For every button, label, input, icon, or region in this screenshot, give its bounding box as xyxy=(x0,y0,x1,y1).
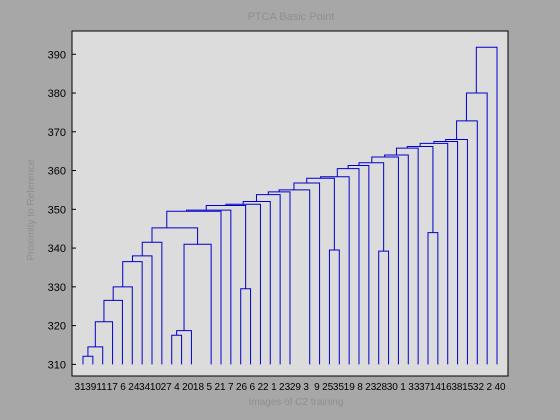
leaf-label: 35 xyxy=(333,382,345,393)
dendrogram-link xyxy=(475,46,498,365)
dendrogram-link xyxy=(456,120,478,365)
leaf-label: 4 xyxy=(174,382,180,393)
y-tick-label: 390 xyxy=(48,49,66,61)
leaf-labels: 31 39 11 17 6 24 34 10 27 4 20 18 5 21 7 26 6 22 1 23 29 3 9 25… xyxy=(74,382,506,393)
dendrogram-link xyxy=(378,250,390,365)
leaf-label: 26 xyxy=(236,382,248,393)
leaf-label: 31 xyxy=(74,382,86,393)
leaf-label: 16 xyxy=(441,382,453,393)
leaf-label: 3 xyxy=(303,382,309,393)
leaf-label: 9 xyxy=(314,382,320,393)
leaf-label: 21 xyxy=(214,382,226,393)
dendrogram-links xyxy=(82,46,498,365)
y-axis-label: Proximity to Reference xyxy=(26,159,37,261)
dendrogram-link xyxy=(186,209,232,365)
dendrogram-link xyxy=(419,142,449,365)
leaf-label: 33 xyxy=(408,382,420,393)
leaf-label: 22 xyxy=(258,382,270,393)
dendrogram-link xyxy=(328,249,340,365)
y-tick-label: 310 xyxy=(48,359,66,371)
leaf-label: 17 xyxy=(107,382,119,393)
y-tick-label: 350 xyxy=(48,204,66,216)
leaf-label: 29 xyxy=(290,382,302,393)
leaf-label: 1 xyxy=(400,382,406,393)
dendrogram-link xyxy=(465,92,488,365)
leaf-label: 30 xyxy=(387,382,399,393)
leaf-label: 27 xyxy=(161,382,173,393)
dendrogram-link xyxy=(166,210,222,365)
y-tick-label: 340 xyxy=(48,243,66,255)
dendrogram-link xyxy=(242,201,271,365)
leaf-label: 23 xyxy=(279,382,291,393)
leaf-label: 10 xyxy=(150,382,162,393)
leaf-label: 6 xyxy=(250,382,256,393)
dendrogram-link xyxy=(240,288,252,365)
leaf-label: 34 xyxy=(139,382,151,393)
chart-title: PTCA Basic Point xyxy=(248,11,335,23)
leaf-label: 25 xyxy=(322,382,334,393)
dendrogram-link xyxy=(87,346,104,365)
leaf-label: 18 xyxy=(193,382,205,393)
leaf-label: 37 xyxy=(419,382,431,393)
leaf-label: 20 xyxy=(182,382,194,393)
leaf-label: 19 xyxy=(344,382,356,393)
leaf-label: 38 xyxy=(451,382,463,393)
dendrogram-link xyxy=(267,191,291,365)
y-tick-label: 380 xyxy=(48,88,66,100)
leaf-label: 23 xyxy=(365,382,377,393)
dendrogram-link xyxy=(112,286,133,365)
y-tick-label: 320 xyxy=(48,321,66,333)
leaf-label: 28 xyxy=(376,382,388,393)
leaf-label: 7 xyxy=(228,382,234,393)
dendrogram-link xyxy=(278,189,311,365)
leaf-label: 32 xyxy=(473,382,485,393)
dendrogram-link xyxy=(433,140,459,365)
leaf-label: 11 xyxy=(96,382,107,393)
leaf-label: 39 xyxy=(85,382,97,393)
leaf-label: 8 xyxy=(357,382,363,393)
y-tick-label: 370 xyxy=(48,127,66,139)
leaf-label: 2 xyxy=(486,382,492,393)
leaf-label: 1 xyxy=(271,382,277,393)
dendrogram-link xyxy=(151,227,199,245)
y-tick-label: 360 xyxy=(48,166,66,178)
leaf-label: 24 xyxy=(128,382,140,393)
leaf-label: 40 xyxy=(494,382,506,393)
y-tick-label: 330 xyxy=(48,282,66,294)
dendrogram-link xyxy=(171,334,183,365)
x-axis-label: Images of C2 training xyxy=(248,397,343,408)
leaf-label: 14 xyxy=(430,382,442,393)
dendrogram-link xyxy=(320,176,350,365)
leaf-label: 15 xyxy=(462,382,474,393)
dendrogram-link xyxy=(406,146,434,233)
leaf-label: 6 xyxy=(120,382,126,393)
leaf-label: 5 xyxy=(206,382,212,393)
dendrogram-link xyxy=(384,154,409,365)
y-axis: 310 320 330 340 350 360 370 380 390 xyxy=(48,49,76,371)
dendrogram-link xyxy=(358,162,385,252)
